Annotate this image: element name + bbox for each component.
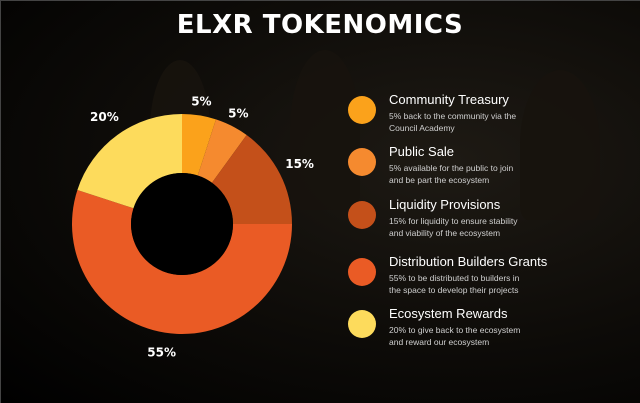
legend-swatch-ecosystem-rewards — [348, 310, 376, 338]
background-figure — [520, 70, 600, 220]
slice-label-distribution-builders-grants: 55% — [147, 345, 176, 359]
legend-swatch-distribution-builders-grants — [348, 258, 376, 286]
donut-slice-community-treasury — [182, 114, 216, 176]
background-figure — [290, 50, 360, 210]
page-title: ELXR TOKENOMICS — [176, 10, 464, 40]
legend-swatch-public-sale — [348, 148, 376, 176]
donut-slice-distribution-builders-grants — [71, 190, 292, 335]
legend-description: 55% to be distributed to builders in the… — [389, 273, 520, 295]
legend-item-distribution-builders-grants: Distribution Builders Grants 55% to be d… — [348, 252, 638, 304]
legend-swatch-community-treasury — [348, 96, 376, 124]
legend-title: Distribution Builders Grants — [389, 254, 548, 269]
slice-label-community-treasury: 5% — [191, 95, 211, 109]
legend-item-community-treasury: Community Treasury 5% back to the commun… — [348, 90, 638, 142]
legend-swatch-liquidity-provisions — [348, 201, 376, 229]
slice-label-ecosystem-rewards: 20% — [90, 110, 119, 124]
donut-hole — [131, 173, 233, 275]
legend-title: Community Treasury — [389, 92, 509, 107]
donut-slice-ecosystem-rewards — [77, 114, 182, 209]
slice-label-public-sale: 5% — [228, 107, 248, 121]
legend-title: Liquidity Provisions — [389, 197, 501, 212]
legend-description: 20% to give back to the ecosystem and re… — [389, 325, 521, 347]
slice-label-liquidity-provisions: 15% — [285, 157, 314, 171]
legend-description: 15% for liquidity to ensure stability an… — [389, 216, 518, 238]
legend-title: Public Sale — [389, 144, 455, 159]
legend-description: 5% available for the public to join and … — [389, 163, 514, 185]
legend-title: Ecosystem Rewards — [389, 306, 508, 321]
legend-item-public-sale: Public Sale 5% available for the public … — [348, 142, 638, 194]
donut-slice-liquidity-provisions — [211, 135, 292, 224]
legend-item-ecosystem-rewards: Ecosystem Rewards 20% to give back to th… — [348, 304, 638, 356]
legend-item-liquidity-provisions: Liquidity Provisions 15% for liquidity t… — [348, 195, 638, 247]
legend-description: 5% back to the community via the Council… — [389, 111, 517, 133]
donut-slice-public-sale — [197, 119, 247, 183]
